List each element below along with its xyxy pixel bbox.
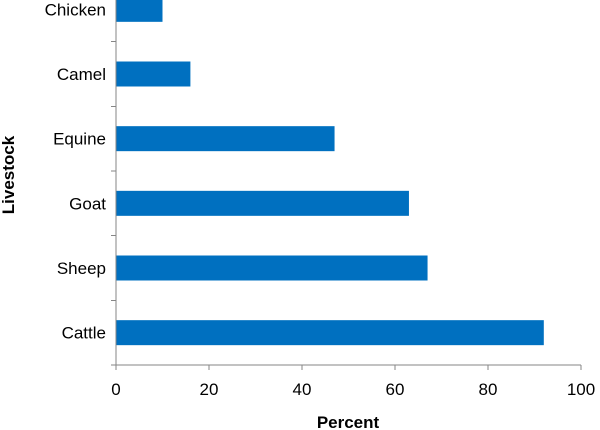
x-tick-label-100: 100 bbox=[567, 380, 595, 399]
category-label-equine: Equine bbox=[53, 130, 106, 149]
category-label-sheep: Sheep bbox=[57, 259, 106, 278]
bar-camel bbox=[116, 61, 191, 87]
category-label-goat: Goat bbox=[69, 194, 106, 213]
bar-equine bbox=[116, 126, 335, 152]
x-tick-label-20: 20 bbox=[200, 380, 219, 399]
x-tick-label-80: 80 bbox=[479, 380, 498, 399]
bar-goat bbox=[116, 190, 409, 216]
x-tick-label-60: 60 bbox=[386, 380, 405, 399]
axis-ticks bbox=[111, 41, 582, 370]
bar-cattle bbox=[116, 320, 544, 346]
x-tick-label-40: 40 bbox=[293, 380, 312, 399]
category-label-camel: Camel bbox=[57, 65, 106, 84]
category-label-cattle: Cattle bbox=[62, 324, 106, 343]
category-labels: Chicken Camel Equine Goat Sheep Cattle bbox=[45, 0, 107, 342]
bars-group bbox=[116, 0, 544, 346]
x-tick-labels: 0 20 40 60 80 100 bbox=[111, 380, 595, 399]
bar-chicken bbox=[116, 0, 163, 22]
bar-sheep bbox=[116, 255, 428, 281]
category-label-chicken: Chicken bbox=[45, 0, 106, 19]
x-tick-label-0: 0 bbox=[111, 380, 120, 399]
x-axis-title: Percent bbox=[317, 413, 380, 430]
y-axis-title: Livestock bbox=[0, 135, 18, 214]
